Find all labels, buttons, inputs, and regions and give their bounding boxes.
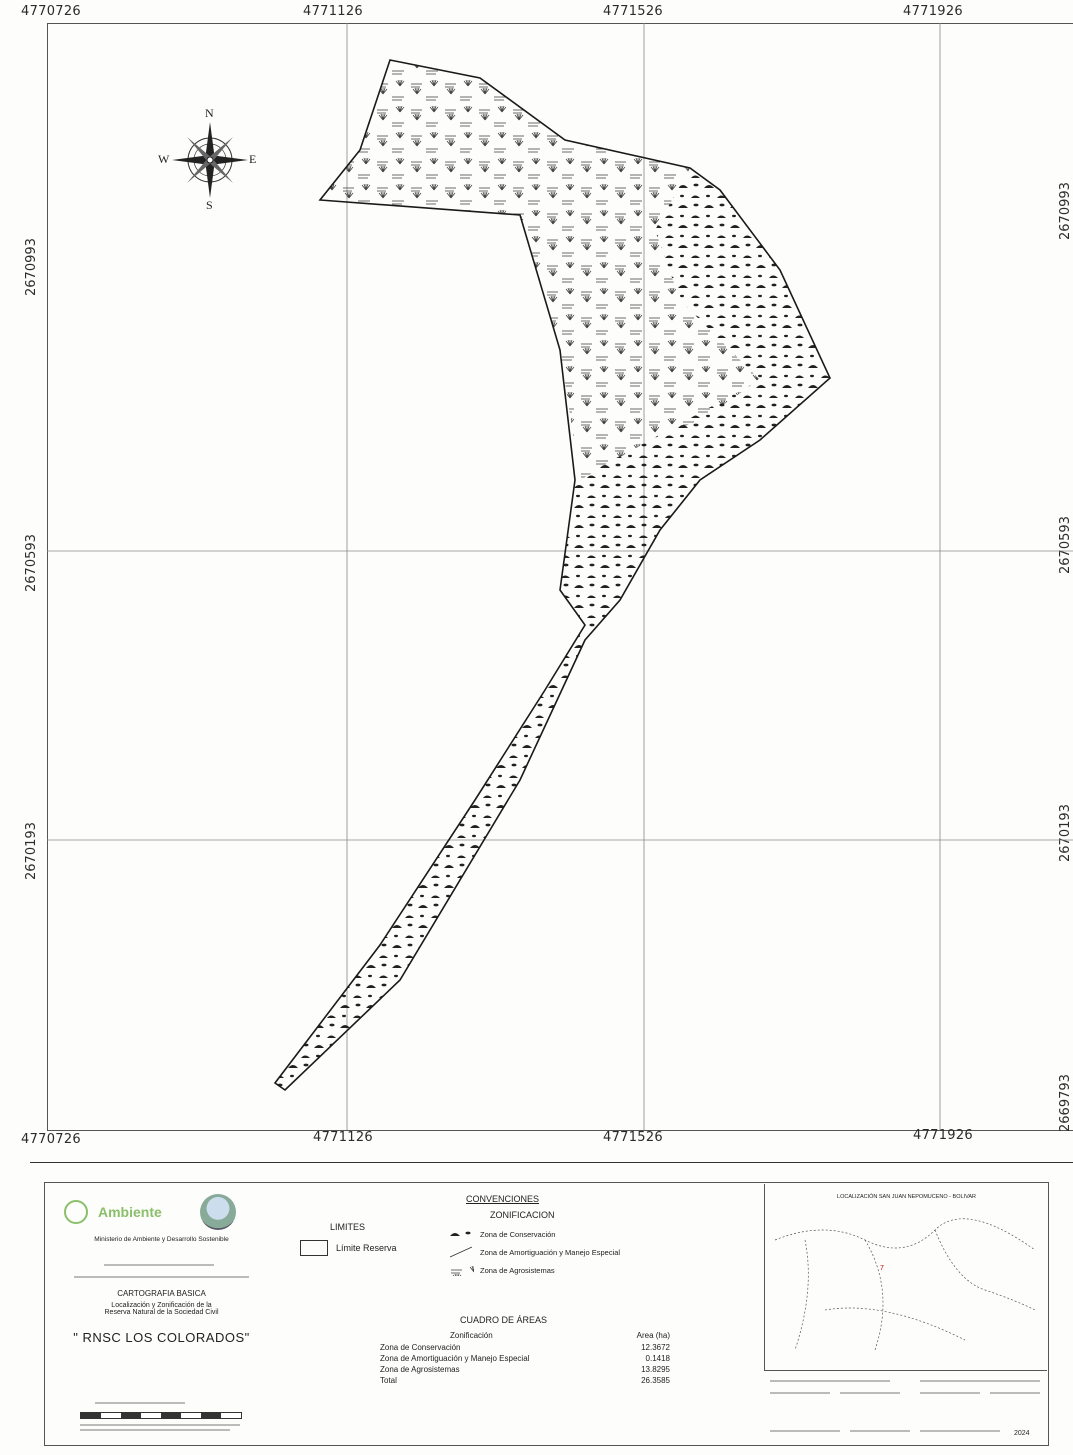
divider (764, 1370, 1047, 1371)
areas-table: CUADRO DE ÁREAS Zonificación Area (ha) Z… (380, 1315, 670, 1385)
limits-item: Límite Reserva (336, 1243, 397, 1253)
placeholder-line (95, 1402, 185, 1404)
x-tick-bottom: 4771926 (913, 1128, 973, 1143)
placeholder-line (80, 1429, 230, 1431)
x-tick-top: 4770726 (21, 4, 81, 19)
zone-conservation (320, 60, 760, 480)
placeholder-line (920, 1380, 1040, 1382)
institution-block: Ambiente Ministerio de Ambiente y Desarr… (64, 1194, 259, 1345)
zone-label: Zona de Amortiguación y Manejo Especial (480, 1247, 621, 1257)
swatch-amortiguacion-icon (449, 1246, 473, 1258)
placeholder-line (104, 1264, 214, 1266)
areas-zone: Zona de Agrosistemas (380, 1365, 460, 1374)
subtitle-1: Localización y Zonificación de la (111, 1302, 212, 1309)
x-tick-top: 4771126 (303, 4, 363, 19)
placeholder-line (74, 1276, 249, 1278)
areas-zone: Zona de Conservación (380, 1343, 461, 1352)
svg-text:7: 7 (880, 1265, 884, 1272)
areas-title: CUADRO DE ÁREAS (460, 1315, 548, 1325)
inset-map-canvas: 7 (774, 1218, 1036, 1351)
placeholder-line (770, 1392, 830, 1394)
x-tick-top: 4771526 (603, 4, 663, 19)
x-tick-bottom: 4770726 (21, 1132, 81, 1147)
park-logo-icon (199, 1194, 236, 1230)
subtitle-2: Reserva Natural de la Sociedad Civil (104, 1309, 219, 1316)
swatch-agro-icon (448, 1228, 474, 1240)
separator (30, 1162, 1073, 1163)
scale-bar (80, 1412, 242, 1419)
placeholder-line (80, 1424, 240, 1426)
map-canvas (47, 23, 1073, 1130)
areas-value: 26.3585 (641, 1376, 670, 1385)
areas-value: 0.1418 (645, 1354, 670, 1363)
x-tick-bottom: 4771526 (603, 1130, 663, 1145)
legend-frame (44, 1182, 1049, 1446)
areas-header-area: Area (ha) (636, 1331, 670, 1340)
map-frame (47, 23, 1073, 1131)
areas-header-zone: Zonificación (450, 1331, 493, 1340)
areas-value: 12.3672 (641, 1343, 670, 1352)
compass-n: N (205, 106, 214, 120)
conventions-title: CONVENCIONES (466, 1194, 540, 1204)
reserve-boundary (273, 59, 831, 1092)
compass-w: W (158, 152, 170, 166)
logo-icon (64, 1200, 88, 1224)
placeholder-line (850, 1430, 910, 1432)
compass-e: E (249, 152, 257, 166)
reserve-name: " RNSC LOS COLORADOS" (73, 1330, 250, 1345)
limit-swatch (300, 1240, 328, 1256)
placeholder-line (920, 1392, 980, 1394)
placeholder-line (840, 1392, 900, 1394)
placeholder-line (920, 1430, 1000, 1432)
cartography-title: CARTOGRAFIA BASICA (117, 1289, 206, 1298)
zone-label: Zona de Conservación (480, 1229, 556, 1239)
ministry-text: Ministerio de Ambiente y Desarrollo Sost… (94, 1236, 229, 1243)
zone-label: Zona de Agrosistemas (480, 1265, 555, 1275)
areas-zone: Zona de Amortiguación y Manejo Especial (380, 1354, 530, 1363)
x-tick-bottom: 4771126 (313, 1130, 373, 1145)
placeholder-line (770, 1430, 840, 1432)
inset-map: LOCALIZACIÓN SAN JUAN NEPOMUCENO - BOLIV… (764, 1184, 1048, 1370)
compass-s: S (206, 198, 213, 212)
inset-year: 2024 (1014, 1430, 1030, 1437)
limits-block: LIMITES Límite Reserva (300, 1222, 397, 1256)
compass-rose-icon: N S E W (158, 106, 260, 212)
inset-title: LOCALIZACIÓN SAN JUAN NEPOMUCENO - BOLIV… (837, 1194, 976, 1200)
areas-value: 13.8295 (641, 1365, 670, 1374)
logo-text: Ambiente (98, 1204, 162, 1220)
areas-zone: Total (380, 1376, 397, 1385)
zoning-title: ZONIFICACION (490, 1210, 555, 1220)
conventions-block: CONVENCIONES ZONIFICACION Zona de Conser… (448, 1194, 688, 1276)
placeholder-line (770, 1380, 890, 1382)
placeholder-line (990, 1392, 1040, 1394)
x-tick-top: 4771926 (903, 4, 963, 19)
limits-title: LIMITES (330, 1222, 366, 1232)
swatch-cons-icon (448, 1264, 474, 1276)
